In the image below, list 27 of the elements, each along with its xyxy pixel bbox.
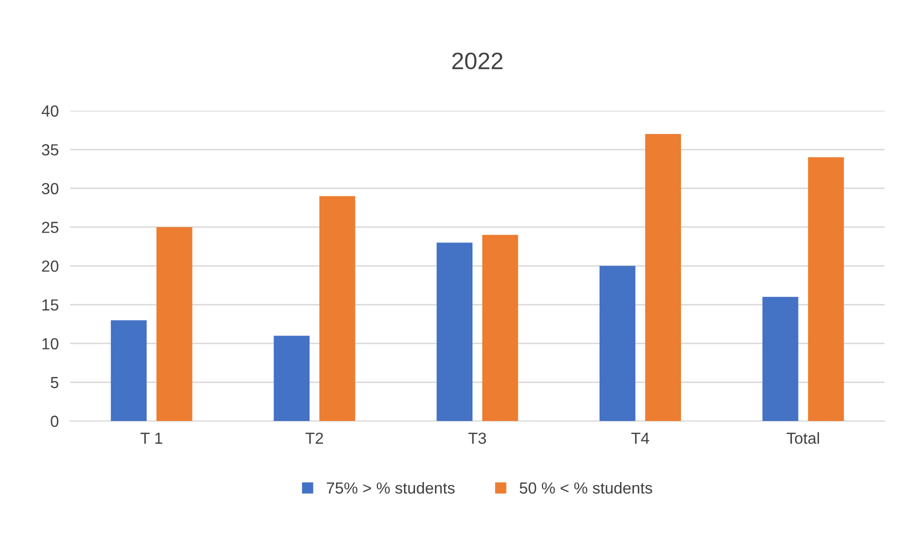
legend-label: 50 % < % students: [520, 482, 652, 494]
bar: [808, 157, 844, 422]
x-tick-label: T 1: [140, 432, 162, 444]
x-tick-label: Total: [786, 432, 819, 444]
bar: [600, 266, 636, 422]
y-tick-label: 5: [50, 377, 58, 388]
legend-label: 75% > % students: [326, 482, 455, 494]
bar: [319, 196, 356, 422]
y-tick-label: 15: [42, 299, 58, 311]
y-tick-label: 25: [42, 222, 58, 234]
y-tick-label: 0: [50, 416, 58, 427]
chart-title: 2022: [452, 52, 502, 70]
y-tick-label: 10: [42, 338, 58, 350]
bar: [110, 320, 147, 422]
bar: [156, 227, 192, 422]
y-tick-label: 20: [42, 260, 58, 272]
x-tick-label: T3: [468, 432, 486, 444]
y-tick-label: 35: [42, 144, 58, 156]
bar: [482, 234, 518, 422]
bar: [274, 336, 310, 422]
bar: [436, 242, 472, 422]
x-tick-label: T2: [306, 432, 323, 444]
bar: [762, 296, 798, 422]
y-tick-label: 30: [42, 182, 58, 194]
x-tick-label: T4: [631, 432, 650, 444]
y-tick-label: 40: [42, 105, 58, 117]
bar: [645, 134, 681, 422]
